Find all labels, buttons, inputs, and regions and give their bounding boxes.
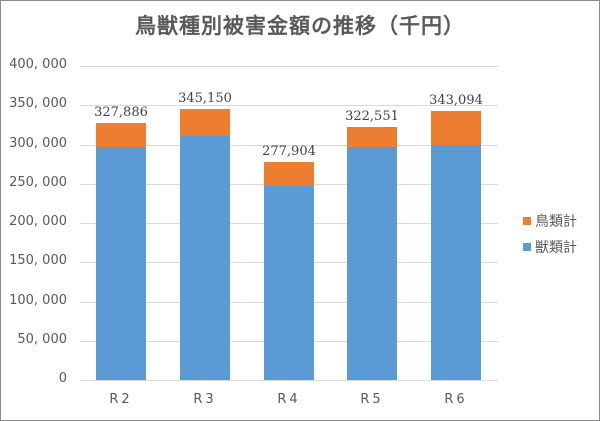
gridline: [80, 105, 498, 106]
legend-label-bird: 鳥類計: [535, 214, 577, 230]
legend: 鳥類計 獣類計: [523, 208, 577, 260]
bar-segment-beast: [264, 186, 314, 380]
y-tick-label: 250, 000: [9, 175, 67, 190]
bar-R6: [431, 110, 481, 380]
bar-R5: [347, 126, 397, 380]
gridline: [80, 145, 498, 146]
y-tick-label: 200, 000: [9, 214, 67, 229]
legend-label-beast: 獣類計: [535, 240, 577, 256]
y-tick-label: 300, 000: [9, 136, 67, 151]
bar-segment-beast: [96, 147, 146, 380]
chart-title: 鳥獣種別被害金額の推移（千円）: [135, 14, 465, 38]
bar-segment-beast: [180, 136, 230, 380]
x-tick-label: R2: [109, 392, 133, 407]
bar-segment-bird: [180, 109, 230, 136]
legend-item-bird: 鳥類計: [523, 208, 577, 234]
legend-swatch-bird: [523, 217, 531, 225]
total-data-label: 322,551: [345, 108, 399, 124]
total-data-label: 327,886: [94, 104, 148, 120]
bar-segment-bird: [264, 161, 314, 187]
total-data-label: 277,904: [262, 143, 316, 159]
bar-segment-bird: [96, 122, 146, 147]
total-data-label: 345,150: [178, 91, 232, 107]
x-axis-line: [80, 380, 498, 381]
legend-swatch-beast: [523, 243, 531, 251]
bar-R4: [264, 161, 314, 380]
bar-R2: [96, 122, 146, 380]
y-tick-label: 100, 000: [9, 293, 67, 308]
y-tick-label: 350, 000: [9, 96, 67, 111]
bar-R3: [180, 109, 230, 380]
x-tick-label: R6: [444, 392, 468, 407]
total-data-label: 343,094: [429, 92, 483, 108]
y-tick-label: 50, 000: [17, 332, 67, 347]
y-tick-label: 400, 000: [9, 57, 67, 72]
bar-segment-bird: [431, 110, 481, 145]
x-tick-label: R4: [277, 392, 301, 407]
y-tick-label: 150, 000: [9, 253, 67, 268]
x-tick-label: R3: [193, 392, 217, 407]
bar-segment-bird: [347, 126, 397, 147]
gridline: [80, 66, 498, 67]
bar-segment-beast: [347, 147, 397, 380]
legend-item-beast: 獣類計: [523, 234, 577, 260]
x-tick-label: R5: [360, 392, 384, 407]
bar-segment-beast: [431, 144, 481, 380]
y-tick-label: 0: [58, 371, 67, 386]
